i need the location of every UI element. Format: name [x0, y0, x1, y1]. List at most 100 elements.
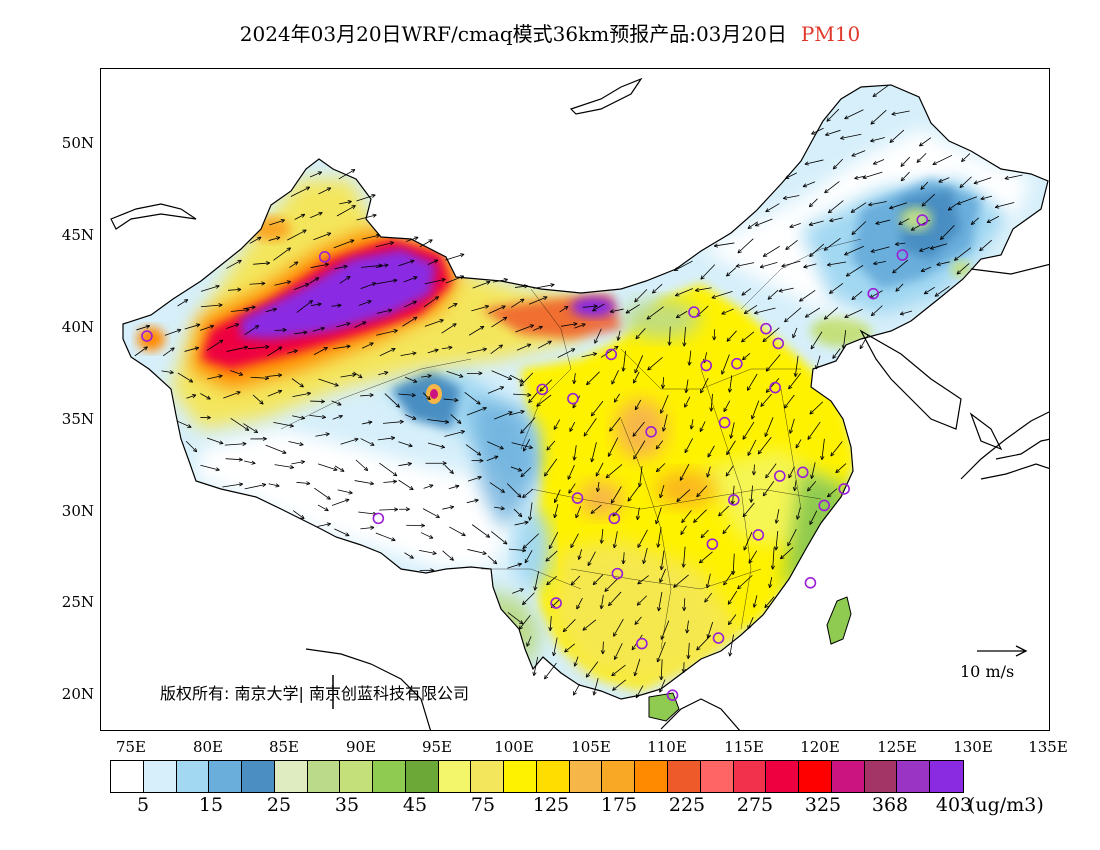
wind-arrow	[892, 259, 909, 274]
wind-arrow	[557, 348, 576, 358]
colorbar-tick-45: 45	[402, 794, 428, 816]
wind-arrow	[466, 347, 487, 354]
wind-arrow	[807, 421, 821, 440]
wind-arrow	[830, 441, 843, 457]
wind-arrow	[844, 308, 863, 318]
wind-arrow	[595, 481, 601, 493]
wind-arrow	[340, 437, 359, 445]
wind-arrow	[421, 374, 432, 379]
wind-arrow	[741, 331, 755, 343]
wind-arrow	[894, 241, 906, 247]
colorbar-tick-225: 225	[668, 794, 706, 816]
wind-arrow	[743, 531, 753, 551]
colorbar-swatch-20	[766, 761, 800, 792]
wind-arrow	[633, 440, 646, 460]
wind-arrow	[646, 306, 664, 320]
colorbar-tick-125: 125	[532, 794, 570, 816]
wind-arrow	[406, 236, 419, 242]
city-marker	[804, 577, 817, 589]
colorbar-tick-175: 175	[600, 794, 638, 816]
wind-arrow	[552, 637, 558, 657]
wind-arrow	[699, 421, 706, 432]
wind-arrow	[568, 483, 576, 494]
wind-arrow	[592, 678, 599, 696]
colorbar-swatch-1	[143, 761, 177, 792]
wind-arrow	[936, 261, 950, 267]
colorbar-swatch-24	[897, 761, 931, 792]
wind-arrow	[243, 305, 256, 310]
wind-arrow	[900, 156, 911, 167]
wind-arrow	[747, 221, 758, 229]
wind-arrow	[764, 417, 774, 437]
wind-arrow	[823, 307, 839, 320]
wind-arrow	[698, 551, 713, 564]
wind-arrow	[609, 308, 624, 314]
wind-arrow	[425, 461, 447, 466]
wind-arrow	[377, 436, 396, 441]
wind-arrow	[762, 245, 780, 257]
wind-arrow	[423, 484, 434, 489]
wind-arrow	[570, 533, 579, 549]
wind-arrow	[553, 489, 561, 503]
colorbar	[110, 760, 964, 793]
colorbar-swatch-2	[176, 761, 210, 792]
lat-label-25: 25N	[61, 593, 94, 611]
city-marker	[567, 392, 579, 405]
wind-arrow	[707, 445, 715, 458]
wind-arrow	[765, 203, 780, 213]
wind-arrow	[441, 323, 457, 334]
wind-arrow	[613, 393, 620, 403]
wind-arrow	[768, 576, 773, 588]
lon-label-75: 75E	[115, 738, 147, 756]
wind-arrow	[423, 296, 439, 308]
wind-arrow	[727, 590, 738, 605]
colorbar-swatch-15	[602, 761, 636, 792]
wind-arrow	[445, 275, 465, 284]
wind-arrow	[353, 371, 363, 379]
wind-arrow	[200, 324, 215, 331]
wind-arrow	[684, 438, 694, 454]
wind-arrow	[961, 153, 971, 163]
city-marker	[636, 637, 648, 650]
wind-arrow	[406, 523, 425, 528]
wind-arrow	[900, 171, 910, 182]
wind-arrow	[268, 236, 281, 241]
wind-arrow	[200, 303, 223, 308]
wind-arrow	[468, 325, 485, 336]
wind-arrow	[726, 330, 737, 342]
wind-arrow	[747, 616, 754, 630]
wind-arrow	[362, 233, 381, 240]
wind-arrow	[445, 253, 465, 261]
wind-arrow	[427, 419, 449, 424]
wind-arrow	[762, 327, 780, 343]
wind-arrow	[274, 280, 292, 286]
wind-arrow	[742, 502, 755, 518]
wind-arrow	[546, 440, 556, 451]
wind-arrow	[508, 409, 525, 416]
wind-arrow	[667, 326, 672, 346]
wind-arrow	[134, 346, 148, 357]
wind-arrow	[767, 289, 779, 300]
wind-arrow	[177, 299, 189, 307]
wind-arrow	[398, 393, 416, 398]
wind-arrow	[293, 330, 308, 335]
wind-arrow	[136, 324, 151, 331]
wind-arrow	[746, 373, 758, 391]
wind-arrow	[759, 261, 778, 269]
wind-arrow	[222, 482, 244, 488]
wind-arrow	[659, 484, 665, 499]
wind-arrow	[523, 438, 531, 452]
wind-arrow	[706, 466, 711, 478]
wind-arrow	[398, 441, 413, 448]
wind-arrow	[575, 506, 582, 519]
wind-arrow	[642, 547, 648, 564]
wind-arrow	[956, 196, 977, 205]
wind-arrow	[309, 277, 320, 284]
concentration-field	[123, 85, 1048, 699]
wind-arrow	[613, 643, 623, 660]
wind-arrow	[494, 411, 513, 420]
wind-arrow	[243, 423, 259, 434]
colorbar-tick-325: 325	[804, 794, 842, 816]
wind-arrow	[567, 464, 575, 480]
wind-arrow	[737, 238, 754, 254]
